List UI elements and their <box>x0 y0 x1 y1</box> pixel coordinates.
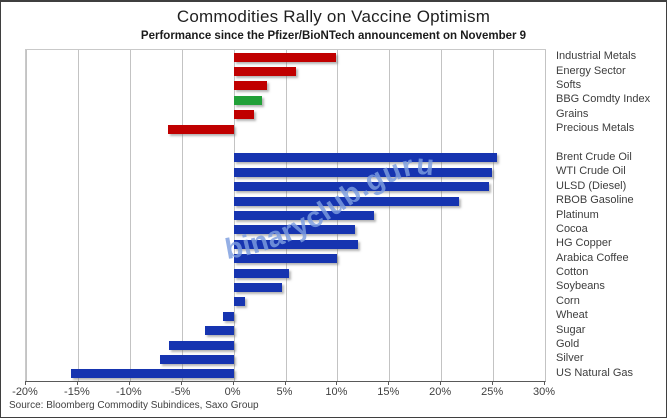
x-tick-label: -10% <box>115 386 142 398</box>
source-note: Source: Bloomberg Commodity Subindices, … <box>9 400 259 411</box>
category-label-ulsd-diesel: ULSD (Diesel) <box>556 179 627 192</box>
bar-hg-copper <box>233 239 359 249</box>
bar-energy-sector <box>233 67 296 77</box>
bar-softs <box>233 81 267 91</box>
bar-wti-crude-oil <box>233 167 493 177</box>
bar-platinum <box>233 211 374 220</box>
x-tick-mark <box>232 381 234 385</box>
x-tick-label: -20% <box>12 386 38 398</box>
x-tick-label: 10% <box>325 386 348 398</box>
chart-subtitle: Performance since the Pfizer/BioNTech an… <box>140 30 527 42</box>
category-label-us-natural-gas: US Natural Gas <box>556 366 634 379</box>
category-label-corn: Corn <box>556 294 580 307</box>
category-label-softs: Softs <box>556 78 582 91</box>
category-label-sugar: Sugar <box>556 323 586 336</box>
x-tick-mark <box>544 381 545 385</box>
category-label-cotton: Cotton <box>556 266 589 279</box>
category-label-wti-crude-oil: WTI Crude Oil <box>556 165 626 178</box>
category-label-precious-metals: Precious Metals <box>556 122 635 135</box>
gridline <box>493 50 495 381</box>
gridline <box>26 50 27 381</box>
gridline <box>181 50 183 381</box>
x-tick-label: -15% <box>64 386 90 398</box>
category-label-arabica-coffee: Arabica Coffee <box>556 251 629 264</box>
bar-sugar <box>204 326 234 336</box>
bar-soybeans <box>233 282 283 292</box>
category-label-brent-crude-oil: Brent Crude Oil <box>556 150 632 163</box>
category-label-bbg-comdty-index: BBG Comdty Index <box>556 93 651 106</box>
bar-us-natural-gas <box>70 369 234 379</box>
bar-brent-crude-oil <box>233 153 498 163</box>
chart-title: Commodities Rally on Vaccine Optimism <box>176 7 491 26</box>
x-tick-mark <box>180 381 182 385</box>
category-label-platinum: Platinum <box>556 208 599 221</box>
category-label-rbob-gasoline: RBOB Gasoline <box>556 194 634 207</box>
x-tick-label: 25% <box>481 386 504 398</box>
x-tick-mark <box>25 381 26 385</box>
category-label-grains: Grains <box>556 107 589 120</box>
bar-rbob-gasoline <box>233 196 459 206</box>
gridline <box>441 50 443 381</box>
bar-precious-metals <box>168 124 234 134</box>
bar-gold <box>169 340 234 350</box>
x-tick-mark <box>492 381 494 385</box>
x-tick-label: -5% <box>170 386 191 398</box>
category-label-energy-sector: Energy Sector <box>556 64 626 77</box>
category-label-cocoa: Cocoa <box>556 222 588 235</box>
bar-bbg-comdty-index <box>233 95 262 105</box>
bar-grains <box>233 110 255 120</box>
x-tick-mark <box>440 381 442 385</box>
x-tick-label: 15% <box>377 386 400 398</box>
bar-cotton <box>233 268 289 278</box>
x-tick-mark <box>336 381 338 385</box>
gridline <box>129 50 131 381</box>
x-tick-label: 5% <box>276 386 293 398</box>
category-label-hg-copper: HG Copper <box>556 237 612 250</box>
bar-wheat <box>223 311 234 321</box>
x-tick-mark <box>388 381 390 385</box>
bar-cocoa <box>233 225 356 235</box>
bar-industrial-metals <box>233 52 337 62</box>
category-label-gold: Gold <box>556 338 580 351</box>
x-tick-mark <box>128 381 130 385</box>
gridline <box>545 50 546 381</box>
category-label-silver: Silver <box>556 352 584 365</box>
x-tick-mark <box>76 381 78 385</box>
x-tick-label: 0% <box>224 386 241 398</box>
x-tick-label: 20% <box>429 386 452 398</box>
category-label-wheat: Wheat <box>556 309 588 322</box>
plot-area <box>25 49 546 382</box>
x-tick-label: 30% <box>532 386 556 398</box>
bar-corn <box>233 297 245 307</box>
x-tick-mark <box>284 381 286 385</box>
category-label-industrial-metals: Industrial Metals <box>556 50 637 63</box>
gridline <box>389 50 391 381</box>
bar-ulsd-diesel <box>233 182 489 192</box>
bar-arabica-coffee <box>233 254 338 264</box>
category-label-soybeans: Soybeans <box>556 280 605 293</box>
gridline <box>77 50 79 381</box>
bar-silver <box>159 354 234 364</box>
